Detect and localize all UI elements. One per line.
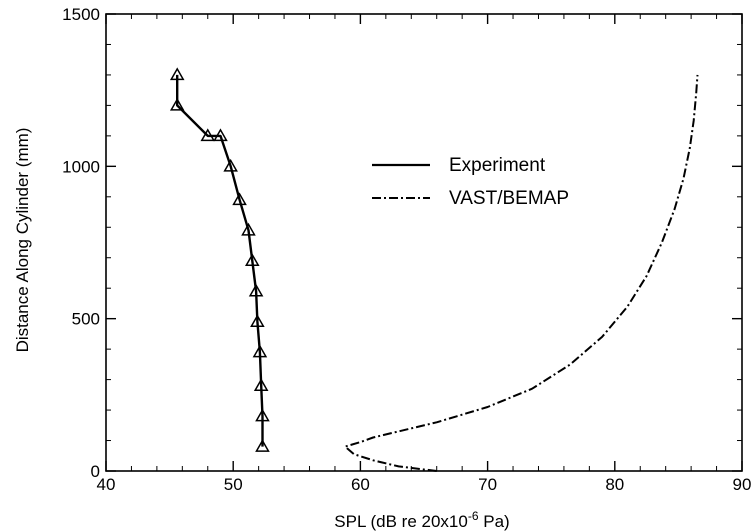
legend-label-vast-bemap: VAST/BEMAP (449, 188, 569, 209)
y-axis-title: Distance Along Cylinder (mm) (13, 128, 32, 353)
x-axis-title: SPL (dB re 20x10-6 Pa) (334, 509, 509, 531)
plot-border (105, 13, 743, 472)
y-tick-label: 1500 (62, 5, 100, 24)
x-tick-label: 90 (733, 475, 752, 494)
series-line-vast-bemap (344, 74, 699, 472)
x-tick-labels: 40 50 60 70 80 90 (97, 475, 752, 494)
legend-label-experiment: Experiment (449, 155, 546, 176)
data-point-triangle (250, 314, 265, 327)
x-tick-label: 70 (478, 475, 497, 494)
data-point-triangle (232, 192, 247, 206)
data-point-triangle (252, 344, 268, 358)
series-layer (169, 67, 699, 472)
y-tick-label: 0 (91, 462, 100, 481)
x-tick-label: 60 (351, 475, 370, 494)
data-point-triangle (244, 253, 260, 267)
data-point-triangle (255, 439, 270, 452)
y-tick-labels: 0 500 1000 1500 (62, 5, 100, 481)
x-tick-label: 50 (224, 475, 243, 494)
plot-frame (105, 13, 743, 472)
x-tick-label: 80 (605, 475, 624, 494)
y-tick-label: 1000 (62, 157, 100, 176)
data-point-triangle (213, 128, 228, 142)
data-point-triangle (241, 222, 256, 236)
y-tick-label: 500 (72, 310, 100, 329)
data-point-triangle (253, 378, 269, 391)
legend: Experiment VAST/BEMAP (372, 155, 569, 209)
data-point-triangle (169, 97, 185, 111)
data-point-triangle (255, 408, 270, 422)
data-point-triangle (248, 283, 264, 297)
data-point-triangle (200, 128, 216, 142)
data-point-triangle (223, 158, 238, 172)
data-point-triangle (169, 67, 185, 81)
x-tick-label: 40 (97, 475, 116, 494)
axis-ticks (105, 13, 743, 472)
